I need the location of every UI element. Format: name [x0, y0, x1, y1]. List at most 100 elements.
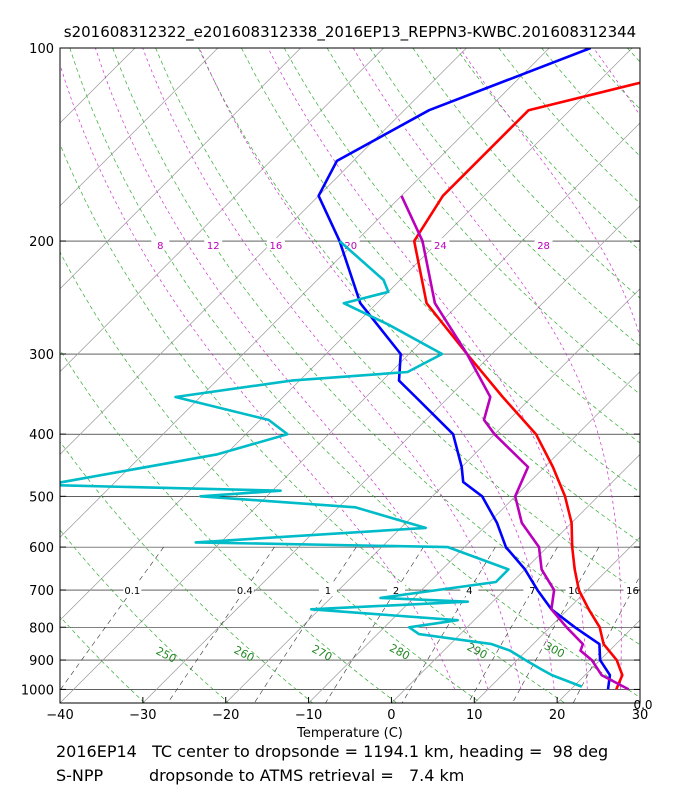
mixing-ratio-line	[325, 546, 424, 703]
dry-adiabat	[155, 48, 640, 594]
x-tick-label: −40	[46, 708, 73, 723]
y-tick-label: 800	[29, 621, 54, 636]
wet-bulb-label: 24	[434, 241, 447, 252]
x-tick-label: 20	[549, 708, 566, 723]
isotherm	[225, 288, 640, 703]
mixing-ratio-label: 4	[466, 586, 472, 597]
dry-adiabat	[112, 48, 640, 646]
wet-bulb-label-bg	[151, 238, 170, 251]
mixing-ratio-label: 7	[529, 586, 535, 597]
moist-adiabat	[459, 48, 640, 338]
moist-adiabat	[352, 48, 622, 690]
corner-label: 0.0	[633, 698, 652, 712]
axis-ticks: −40 −30 −20 −10 0 10 20 30 100 200 300 400 500 600 700…	[21, 42, 648, 723]
dry-adiabat-label: 270	[310, 642, 335, 663]
wet-bulb-label: 16	[269, 241, 282, 252]
x-axis-label: Temperature (C)	[296, 726, 403, 741]
mixing-ratio-line	[167, 546, 275, 703]
y-tick-label: 200	[29, 235, 54, 250]
isotherm	[60, 48, 384, 373]
dry-adiabat	[369, 48, 640, 347]
series-dropsonde-temperature	[412, 81, 640, 690]
mixing-ratio-line	[572, 575, 640, 703]
x-tick-label: 0	[387, 708, 395, 723]
isotherm	[60, 48, 467, 455]
mixing-ratio-line	[512, 546, 600, 703]
mixing-ratio-label-bg	[523, 583, 542, 597]
y-tick-label: 300	[29, 348, 54, 363]
moist-adiabat	[142, 48, 522, 690]
isotherm	[60, 122, 640, 703]
wet-bulb-label: 32	[643, 241, 656, 252]
isotherm	[60, 48, 219, 207]
wet-bulb-label: 20	[344, 241, 357, 252]
wet-bulb-label: 8	[157, 241, 163, 252]
mixing-ratio-label: 10	[568, 586, 581, 597]
wet-bulb-label-bg	[204, 238, 223, 251]
isotherm	[60, 48, 550, 538]
x-tick-label: 10	[466, 708, 483, 723]
dry-adiabat	[60, 441, 313, 703]
wet-bulb-label-bg	[431, 238, 450, 251]
dry-adiabat	[69, 48, 640, 698]
dry-adiabat	[60, 616, 145, 703]
y-tick-label: 600	[29, 541, 54, 556]
dry-adiabat	[241, 48, 640, 493]
dry-adiabat-label: 280	[387, 641, 412, 662]
mixing-ratio-line	[401, 546, 496, 703]
x-tick-label: 30	[632, 708, 649, 723]
chart-title: s201608312322_e201608312338_2016EP13_REP…	[64, 23, 636, 42]
dry-adiabat-label: 300	[542, 639, 567, 660]
isotherm	[60, 48, 136, 124]
mixing-ratio-label-bg	[123, 583, 142, 597]
caption-line-1: 2016EP14 TC center to dropsonde = 1194.1…	[56, 742, 609, 761]
dry-adiabat	[455, 48, 640, 252]
mixing-ratio-label-bg	[387, 583, 406, 597]
dry-adiabat-label: 260	[232, 643, 257, 664]
series-dropsonde-dewpoint	[317, 48, 612, 690]
isotherm	[556, 619, 640, 703]
y-tick-label: 700	[29, 584, 54, 599]
dry-adiabat	[60, 701, 61, 703]
isotherm	[60, 48, 633, 621]
dry-adiabat	[60, 349, 398, 703]
mixing-ratio-label-bg	[235, 583, 254, 597]
x-tick-label: −30	[129, 708, 156, 723]
mixing-ratio-label: 16	[626, 586, 639, 597]
wet-bulb-label-bg	[640, 238, 658, 250]
y-tick-label: 900	[29, 654, 54, 669]
isotherm	[391, 453, 640, 703]
wet-bulb-label-bg	[534, 238, 553, 251]
y-tick-label: 100	[29, 42, 54, 57]
mixing-ratio-label: 0.4	[237, 586, 253, 597]
series-atms-retrieval-temperature	[400, 195, 630, 691]
dry-adiabat	[198, 48, 640, 543]
mixing-ratio-line	[467, 546, 558, 703]
mixing-ratio-label: 2	[393, 586, 399, 597]
y-tick-label: 1000	[21, 683, 54, 698]
dry-adiabat	[670, 48, 700, 703]
mixing-ratio-label-bg	[623, 583, 640, 597]
moist-adiabat	[593, 48, 640, 117]
x-tick-label: −20	[212, 708, 239, 723]
isotherm	[639, 702, 640, 703]
moist-adiabat	[60, 63, 456, 690]
dry-adiabat	[498, 48, 640, 204]
plot-frame	[59, 47, 641, 704]
mixing-ratio-label: 0.1	[124, 586, 140, 597]
moist-adiabat	[267, 48, 588, 690]
mixing-ratio-label-bg	[318, 583, 337, 597]
wet-bulb-label: 12	[207, 241, 220, 252]
dry-adiabat	[60, 529, 229, 703]
x-tick-label: −10	[295, 708, 322, 723]
y-tick-label: 400	[29, 428, 54, 443]
isotherm	[60, 48, 301, 290]
wet-bulb-label-bg	[266, 238, 285, 251]
dry-adiabat	[283, 48, 640, 444]
caption-line-2: S-NPP dropsonde to ATMS retrieval = 7.4 …	[56, 766, 465, 785]
dry-adiabat-label: 250	[154, 644, 179, 665]
sounding-series	[60, 48, 640, 691]
series-atms-retrieval-dewpoint	[60, 240, 583, 688]
